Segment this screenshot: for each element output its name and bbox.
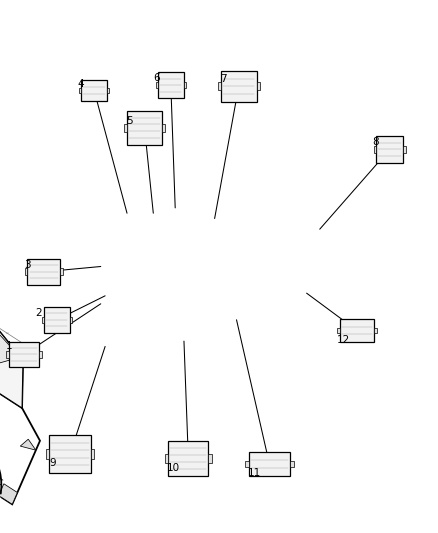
Text: 11: 11: [248, 469, 261, 478]
Bar: [165, 454, 168, 463]
Polygon shape: [0, 283, 23, 408]
Bar: [290, 461, 293, 467]
FancyBboxPatch shape: [9, 342, 39, 367]
Polygon shape: [0, 331, 23, 369]
FancyBboxPatch shape: [27, 259, 60, 285]
Bar: [257, 83, 260, 90]
Bar: [156, 82, 158, 88]
Polygon shape: [0, 328, 23, 408]
FancyBboxPatch shape: [44, 307, 70, 333]
FancyBboxPatch shape: [249, 451, 290, 475]
Bar: [6, 351, 9, 358]
Bar: [46, 449, 49, 459]
Bar: [107, 88, 110, 93]
Bar: [337, 328, 340, 333]
Bar: [25, 269, 27, 275]
Text: 5: 5: [126, 116, 133, 126]
Bar: [79, 88, 81, 93]
Bar: [39, 351, 42, 358]
Bar: [245, 461, 249, 467]
Bar: [124, 124, 127, 132]
Text: 4: 4: [78, 79, 85, 88]
Polygon shape: [0, 287, 40, 504]
Bar: [162, 124, 166, 132]
FancyBboxPatch shape: [221, 71, 257, 102]
Bar: [70, 317, 72, 323]
FancyBboxPatch shape: [340, 319, 374, 342]
FancyBboxPatch shape: [127, 111, 162, 145]
FancyBboxPatch shape: [168, 441, 208, 475]
FancyBboxPatch shape: [376, 136, 403, 163]
Text: 1: 1: [5, 342, 12, 351]
Polygon shape: [0, 484, 18, 504]
Text: 12: 12: [336, 335, 350, 344]
Bar: [218, 83, 221, 90]
Text: 3: 3: [24, 260, 31, 270]
Text: 7: 7: [220, 75, 227, 84]
FancyBboxPatch shape: [49, 435, 91, 473]
FancyBboxPatch shape: [158, 72, 184, 98]
Text: 6: 6: [153, 74, 160, 83]
Text: 10: 10: [166, 463, 180, 473]
Bar: [374, 328, 377, 333]
Bar: [60, 269, 63, 275]
Polygon shape: [20, 439, 36, 450]
Text: 2: 2: [35, 308, 42, 318]
Bar: [42, 317, 44, 323]
Bar: [91, 449, 94, 459]
Text: 8: 8: [372, 138, 379, 147]
Bar: [208, 454, 212, 463]
Bar: [184, 82, 186, 88]
FancyBboxPatch shape: [81, 80, 107, 101]
Bar: [403, 146, 406, 152]
Bar: [374, 146, 376, 152]
Text: 9: 9: [49, 458, 56, 467]
